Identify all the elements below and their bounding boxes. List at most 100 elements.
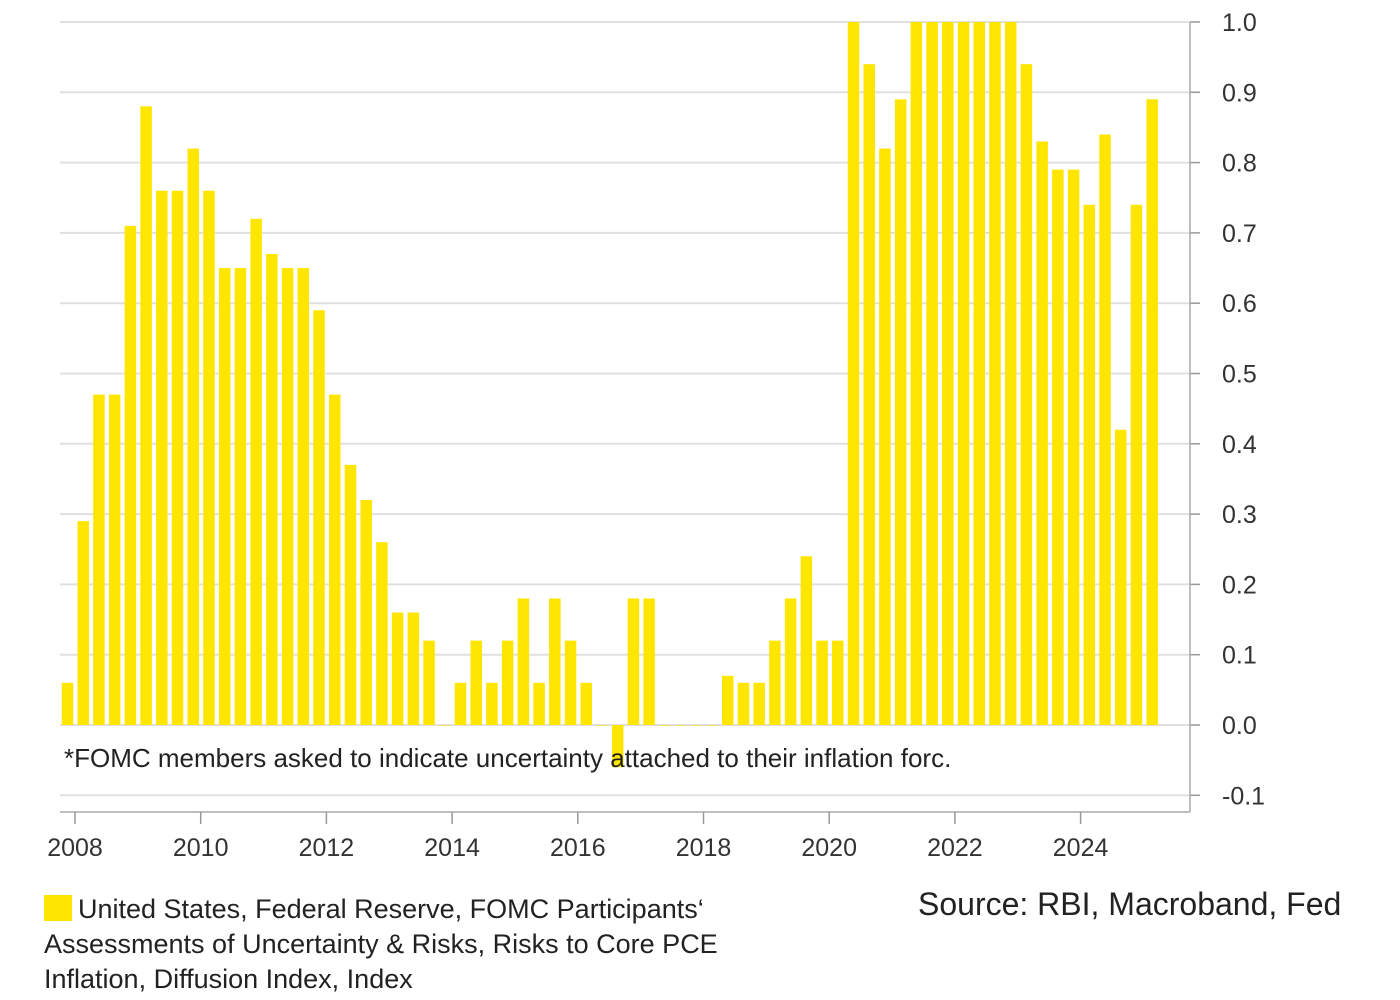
bar-2025Q2 [1146, 99, 1158, 725]
legend: United States, Federal Reserve, FOMC Par… [44, 892, 764, 997]
legend-label: United States, Federal Reserve, FOMC Par… [44, 894, 718, 994]
bar-2020Q2 [832, 640, 844, 725]
bar-2021Q1 [879, 148, 891, 726]
bar-2013Q2 [391, 612, 404, 725]
bar-2008Q1 [61, 682, 74, 725]
y-tick-label: 0.0 [1222, 712, 1257, 740]
bar-2024Q1 [1067, 169, 1080, 725]
bar-2018Q2 [706, 725, 718, 726]
bar-2018Q3 [721, 675, 734, 725]
y-tick-label: 0.3 [1222, 501, 1257, 529]
bar-2023Q3 [1036, 141, 1048, 725]
x-tick-label: 2012 [299, 834, 355, 862]
bar-2011Q4 [297, 268, 310, 725]
bar-2010Q2 [203, 190, 215, 726]
bar-2016Q4 [611, 725, 624, 768]
bar-2021Q4 [926, 22, 938, 725]
bar-2017Q4 [674, 725, 687, 726]
bar-2015Q4 [549, 598, 561, 725]
bar-2009Q4 [171, 190, 184, 726]
bar-2024Q4 [1114, 429, 1127, 725]
y-tick-label: 0.1 [1222, 642, 1257, 670]
bar-2014Q3 [470, 640, 482, 725]
x-tick-label: 2018 [676, 834, 732, 862]
bar-2022Q2 [957, 22, 970, 725]
bar-2012Q2 [328, 394, 341, 725]
bar-2016Q3 [596, 725, 608, 726]
bar-2019Q2 [769, 640, 781, 725]
bar-2010Q1 [187, 148, 200, 726]
bar-2009Q2 [140, 106, 152, 726]
bar-2019Q3 [784, 598, 797, 725]
bar-2022Q3 [973, 22, 986, 725]
bar-2019Q1 [753, 682, 765, 725]
bar-2011Q2 [266, 253, 278, 726]
x-tick-label: 2008 [47, 834, 103, 862]
bar-2015Q1 [501, 640, 514, 725]
y-tick-label: 0.5 [1222, 361, 1257, 389]
footnote-annotation: *FOMC members asked to indicate uncertai… [64, 743, 951, 773]
bar-2013Q3 [407, 612, 420, 725]
bar-2024Q2 [1083, 204, 1096, 725]
bar-2023Q1 [1004, 22, 1017, 725]
bar-2012Q4 [360, 500, 372, 725]
y-tick-label: -0.1 [1222, 782, 1265, 810]
bar-chart: -0.1 0.0 0.1 0.2 0.3 0.4 0.5 0.6 0.7 0.8 0.9 1.0 200… [47, 9, 1265, 862]
x-tick-label: 2022 [927, 834, 983, 862]
bar-2014Q2 [454, 682, 467, 725]
legend-swatch [44, 895, 72, 921]
bar-2008Q3 [93, 394, 105, 725]
bar-2022Q1 [942, 22, 954, 725]
bar-2015Q2 [517, 598, 530, 725]
bar-2022Q4 [989, 22, 1001, 725]
x-tick-label: 2024 [1053, 834, 1109, 862]
axes: -0.1 0.0 0.1 0.2 0.3 0.4 0.5 0.6 0.7 0.8 0.9 1.0 200… [47, 9, 1265, 862]
bar-2009Q3 [156, 190, 168, 726]
bar-2017Q1 [627, 598, 640, 725]
bar-2016Q2 [580, 682, 593, 725]
bar-2014Q1 [439, 725, 451, 726]
y-tick-label: 0.2 [1222, 571, 1257, 599]
source-note: Source: RBI, Macroband, Fed [918, 886, 1342, 922]
bar-2012Q1 [313, 310, 325, 725]
bar-2008Q2 [77, 521, 89, 725]
bar-2015Q3 [533, 682, 545, 725]
bar-2011Q1 [250, 218, 262, 725]
y-tick-label: 1.0 [1222, 9, 1257, 37]
bar-2024Q3 [1099, 134, 1111, 726]
bar-2018Q4 [737, 682, 750, 725]
bars [61, 22, 1158, 768]
bar-2010Q4 [234, 268, 247, 725]
bar-2013Q4 [423, 640, 435, 725]
gridlines [60, 21, 1190, 797]
bar-2021Q2 [894, 99, 907, 725]
bar-2017Q3 [659, 725, 671, 726]
y-tick-label: 0.8 [1222, 150, 1257, 178]
bar-2020Q3 [847, 22, 860, 725]
bar-2012Q3 [344, 464, 357, 725]
bar-2025Q1 [1130, 204, 1143, 725]
bar-2009Q1 [124, 225, 137, 725]
bar-2023Q4 [1052, 169, 1064, 725]
bar-2011Q3 [281, 268, 294, 725]
y-tick-label: 0.6 [1222, 290, 1257, 318]
bar-2018Q1 [690, 725, 703, 726]
bar-2010Q3 [218, 268, 231, 725]
bar-2020Q4 [863, 64, 875, 726]
bar-2016Q1 [564, 640, 577, 725]
x-tick-label: 2014 [424, 834, 480, 862]
x-tick-label: 2020 [801, 834, 857, 862]
bar-2017Q2 [643, 598, 655, 725]
bar-2019Q4 [800, 556, 813, 725]
bar-2008Q4 [108, 394, 121, 725]
y-tick-label: 0.4 [1222, 431, 1257, 459]
bar-2023Q2 [1020, 64, 1033, 726]
y-tick-label: 0.9 [1222, 79, 1257, 107]
x-tick-label: 2010 [173, 834, 229, 862]
bar-2021Q3 [910, 22, 923, 725]
y-tick-label: 0.7 [1222, 220, 1257, 248]
bar-2013Q1 [376, 542, 388, 725]
bar-2020Q1 [816, 640, 828, 725]
x-tick-label: 2016 [550, 834, 606, 862]
bar-2014Q4 [486, 682, 498, 725]
